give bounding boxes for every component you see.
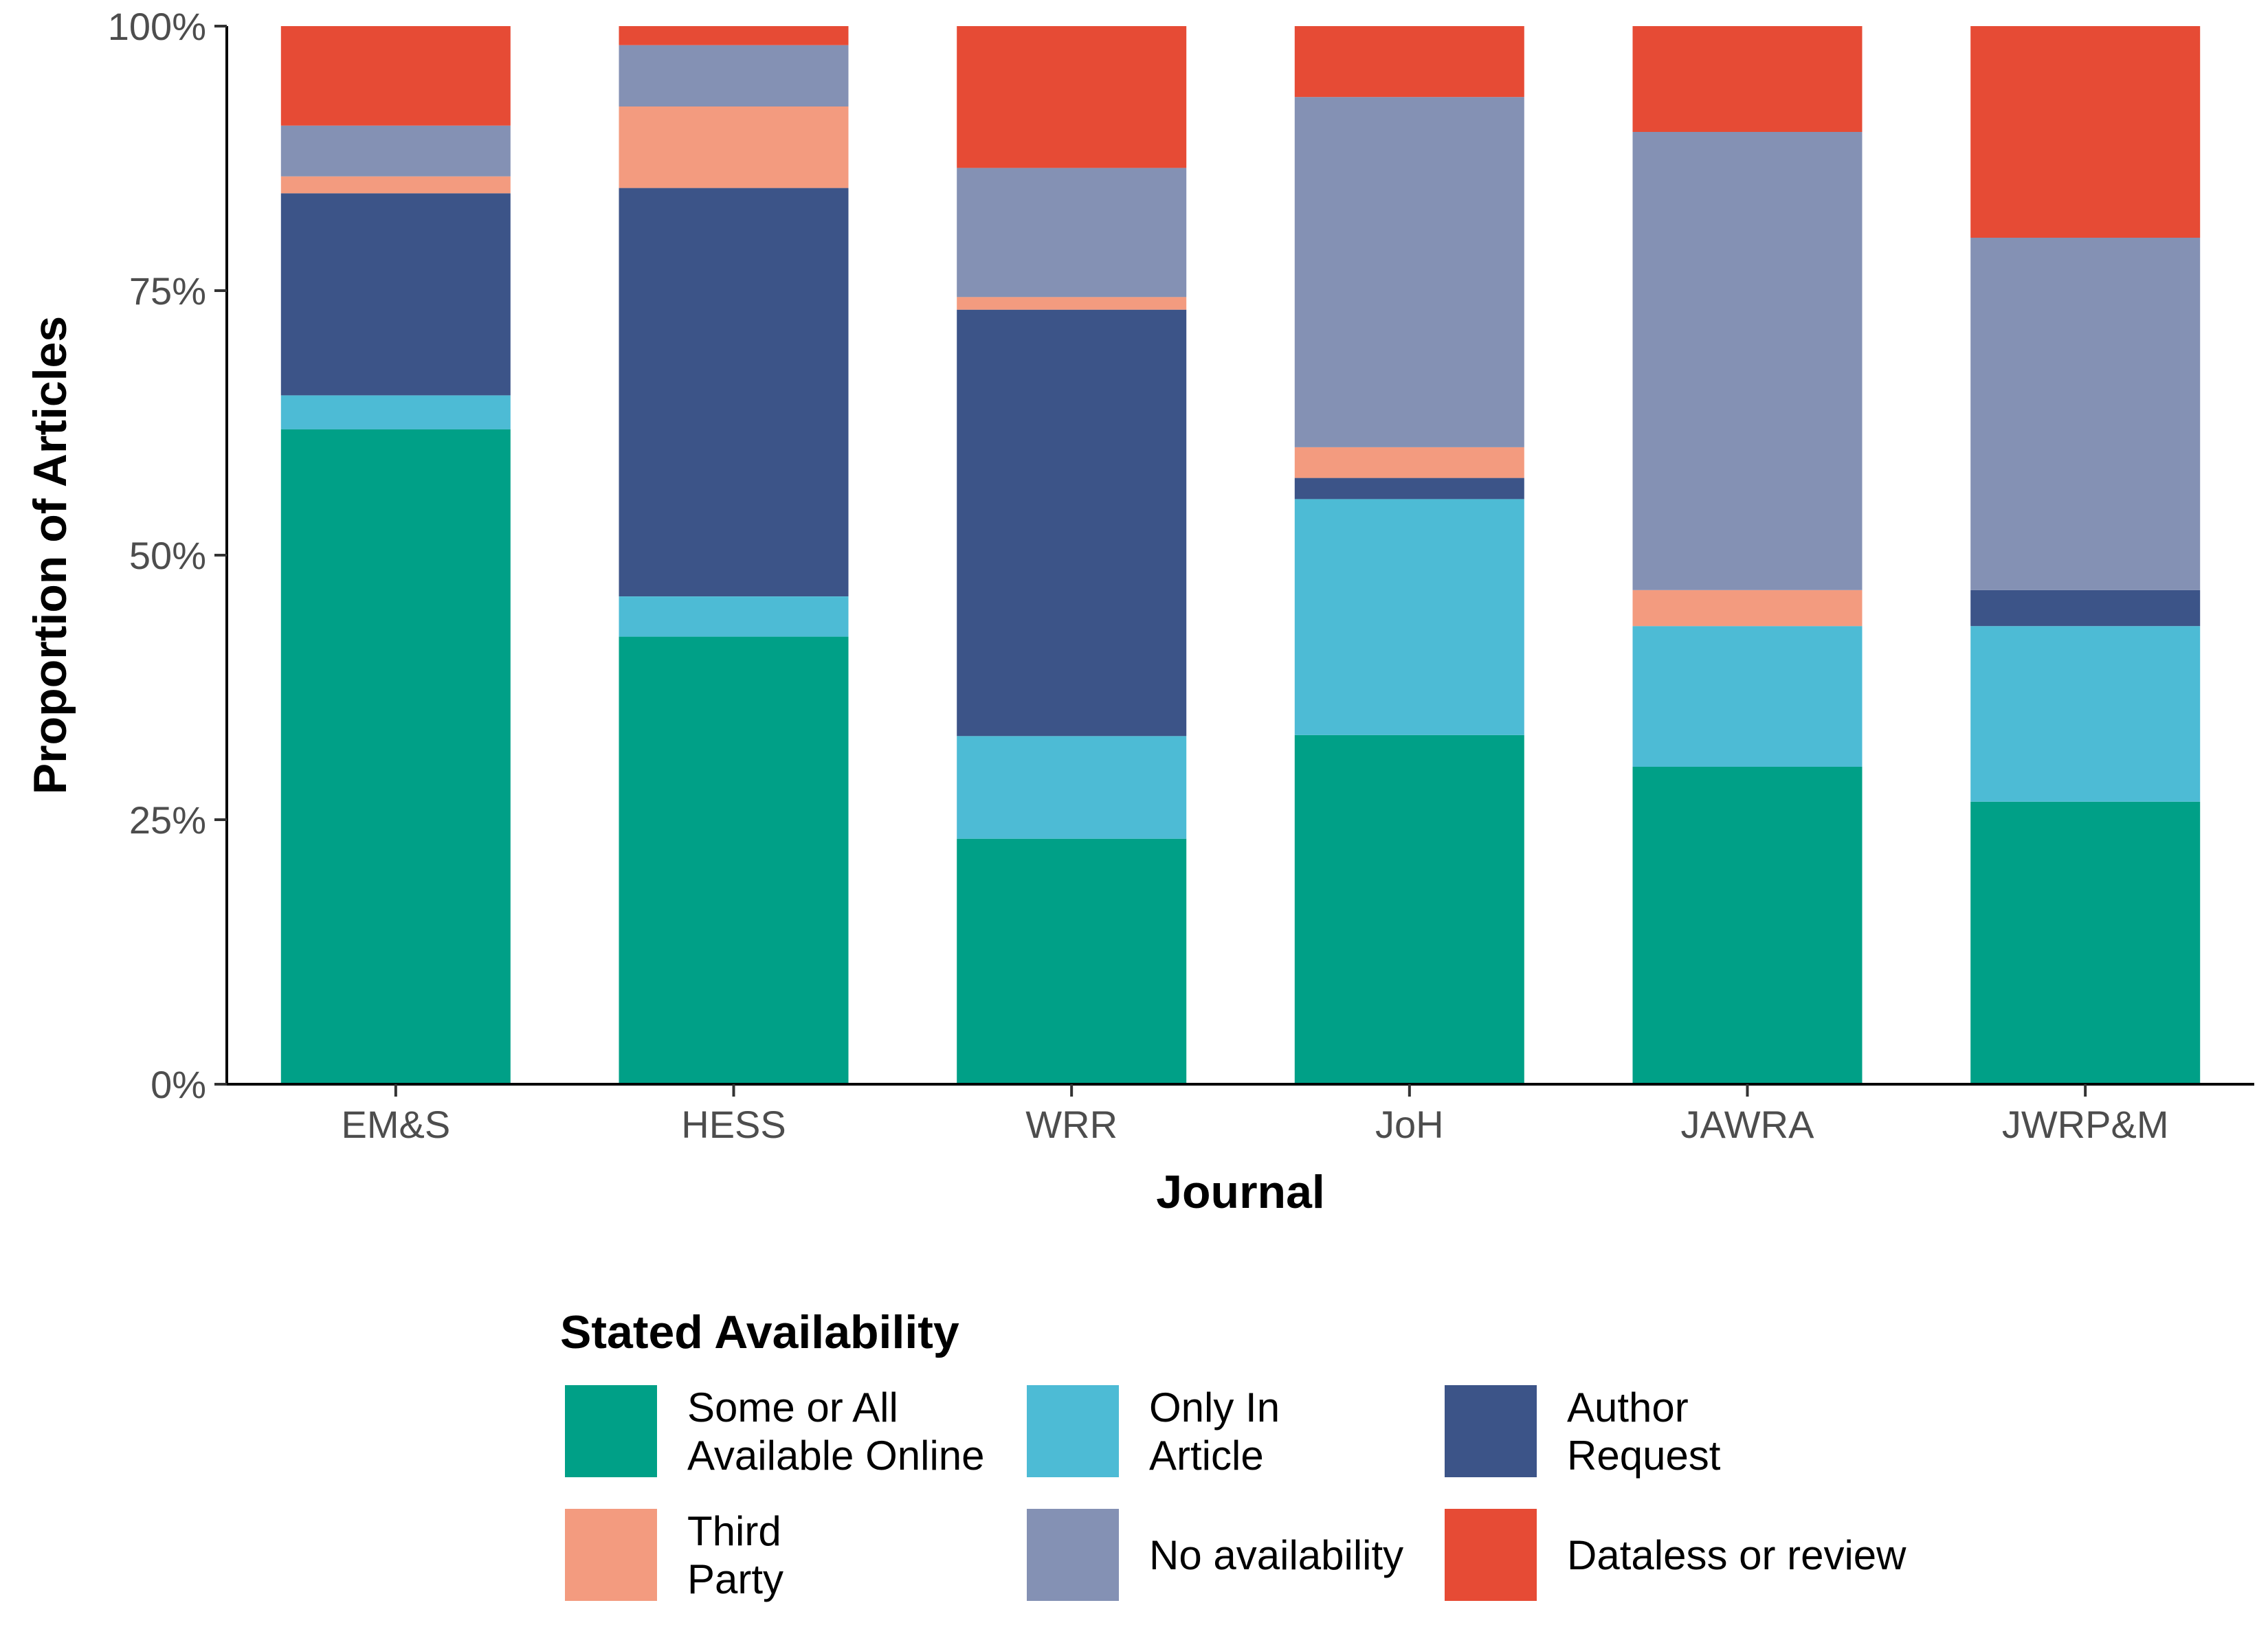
bar-segment (280, 193, 511, 396)
bar-segment (1294, 97, 1524, 447)
legend-label: Article (1149, 1433, 1264, 1479)
bar-segment (1632, 626, 1863, 767)
legend-label: Author (1567, 1384, 1689, 1431)
x-tick-label: JWRP&M (2002, 1103, 2169, 1146)
legend-label: Some or All (687, 1384, 898, 1431)
legend-label: Dataless or review (1567, 1532, 1906, 1578)
bar-segment (619, 188, 849, 597)
bar-segment (1294, 478, 1524, 500)
bar-segment (1970, 238, 2201, 590)
legend-key (565, 1509, 657, 1601)
legend-label: Request (1567, 1433, 1721, 1479)
legend-key (1027, 1509, 1119, 1601)
bar-segment (280, 125, 511, 177)
bar-segment (280, 429, 511, 1084)
x-tick-label: HESS (681, 1103, 786, 1146)
x-tick-label: WRR (1025, 1103, 1118, 1146)
bar-segment (1970, 626, 2201, 802)
y-ticks: 0% 25% 50% 75% 100% (108, 5, 227, 1106)
bar-segment (957, 297, 1187, 310)
legend-title: Stated Availability (560, 1306, 959, 1358)
bar-segment (619, 45, 849, 106)
bar-segment (619, 26, 849, 45)
bar-segment (1294, 734, 1524, 1084)
legend-key (565, 1385, 657, 1477)
bar-segment (619, 636, 849, 1084)
bar-segment (1294, 499, 1524, 735)
y-tick-label: 100% (108, 5, 206, 48)
bar-segment (280, 395, 511, 429)
legend-label: No availability (1149, 1532, 1403, 1578)
y-axis-title: Proportion of Articles (24, 316, 76, 794)
bar-segment (1632, 26, 1863, 132)
bar-segment (957, 26, 1187, 168)
legend-label: Available Online (687, 1433, 985, 1479)
legend-key (1445, 1385, 1537, 1477)
legend-label: Party (687, 1556, 783, 1602)
legend-key (1027, 1385, 1119, 1477)
bar-segment (619, 106, 849, 188)
legend-label: Third (687, 1508, 781, 1554)
y-tick-label: 50% (129, 534, 206, 577)
bar-segment (1632, 132, 1863, 590)
bar-segment (1970, 26, 2201, 238)
bar-segment (280, 176, 511, 194)
y-tick-label: 25% (129, 798, 206, 842)
y-tick-label: 0% (151, 1063, 206, 1106)
legend-label: Only In (1149, 1384, 1280, 1431)
y-tick-label: 75% (129, 269, 206, 313)
legend-key (1445, 1509, 1537, 1601)
x-tick-label: JoH (1375, 1103, 1444, 1146)
bar-segment (1970, 801, 2201, 1084)
legend: Stated Availability Some or AllAvailable… (560, 1306, 1906, 1602)
x-tick-label: EM&S (341, 1103, 450, 1146)
bar-segment (957, 168, 1187, 298)
bar-segment (957, 736, 1187, 839)
bars-layer (280, 26, 2201, 1084)
bar-segment (280, 26, 511, 126)
x-ticks: EM&S HESS WRR JoH JAWRA JWRP&M (341, 1084, 2168, 1146)
bar-segment (1970, 590, 2201, 627)
bar-segment (1632, 590, 1863, 627)
bar-segment (1294, 447, 1524, 478)
x-axis-title: Journal (1156, 1166, 1325, 1218)
x-tick-label: JAWRA (1681, 1103, 1815, 1146)
axes-layer (225, 26, 2254, 1086)
bar-segment (957, 838, 1187, 1084)
bar-segment (1632, 767, 1863, 1084)
bar-segment (619, 596, 849, 637)
bar-segment (957, 309, 1187, 737)
bar-segment (1294, 26, 1524, 98)
